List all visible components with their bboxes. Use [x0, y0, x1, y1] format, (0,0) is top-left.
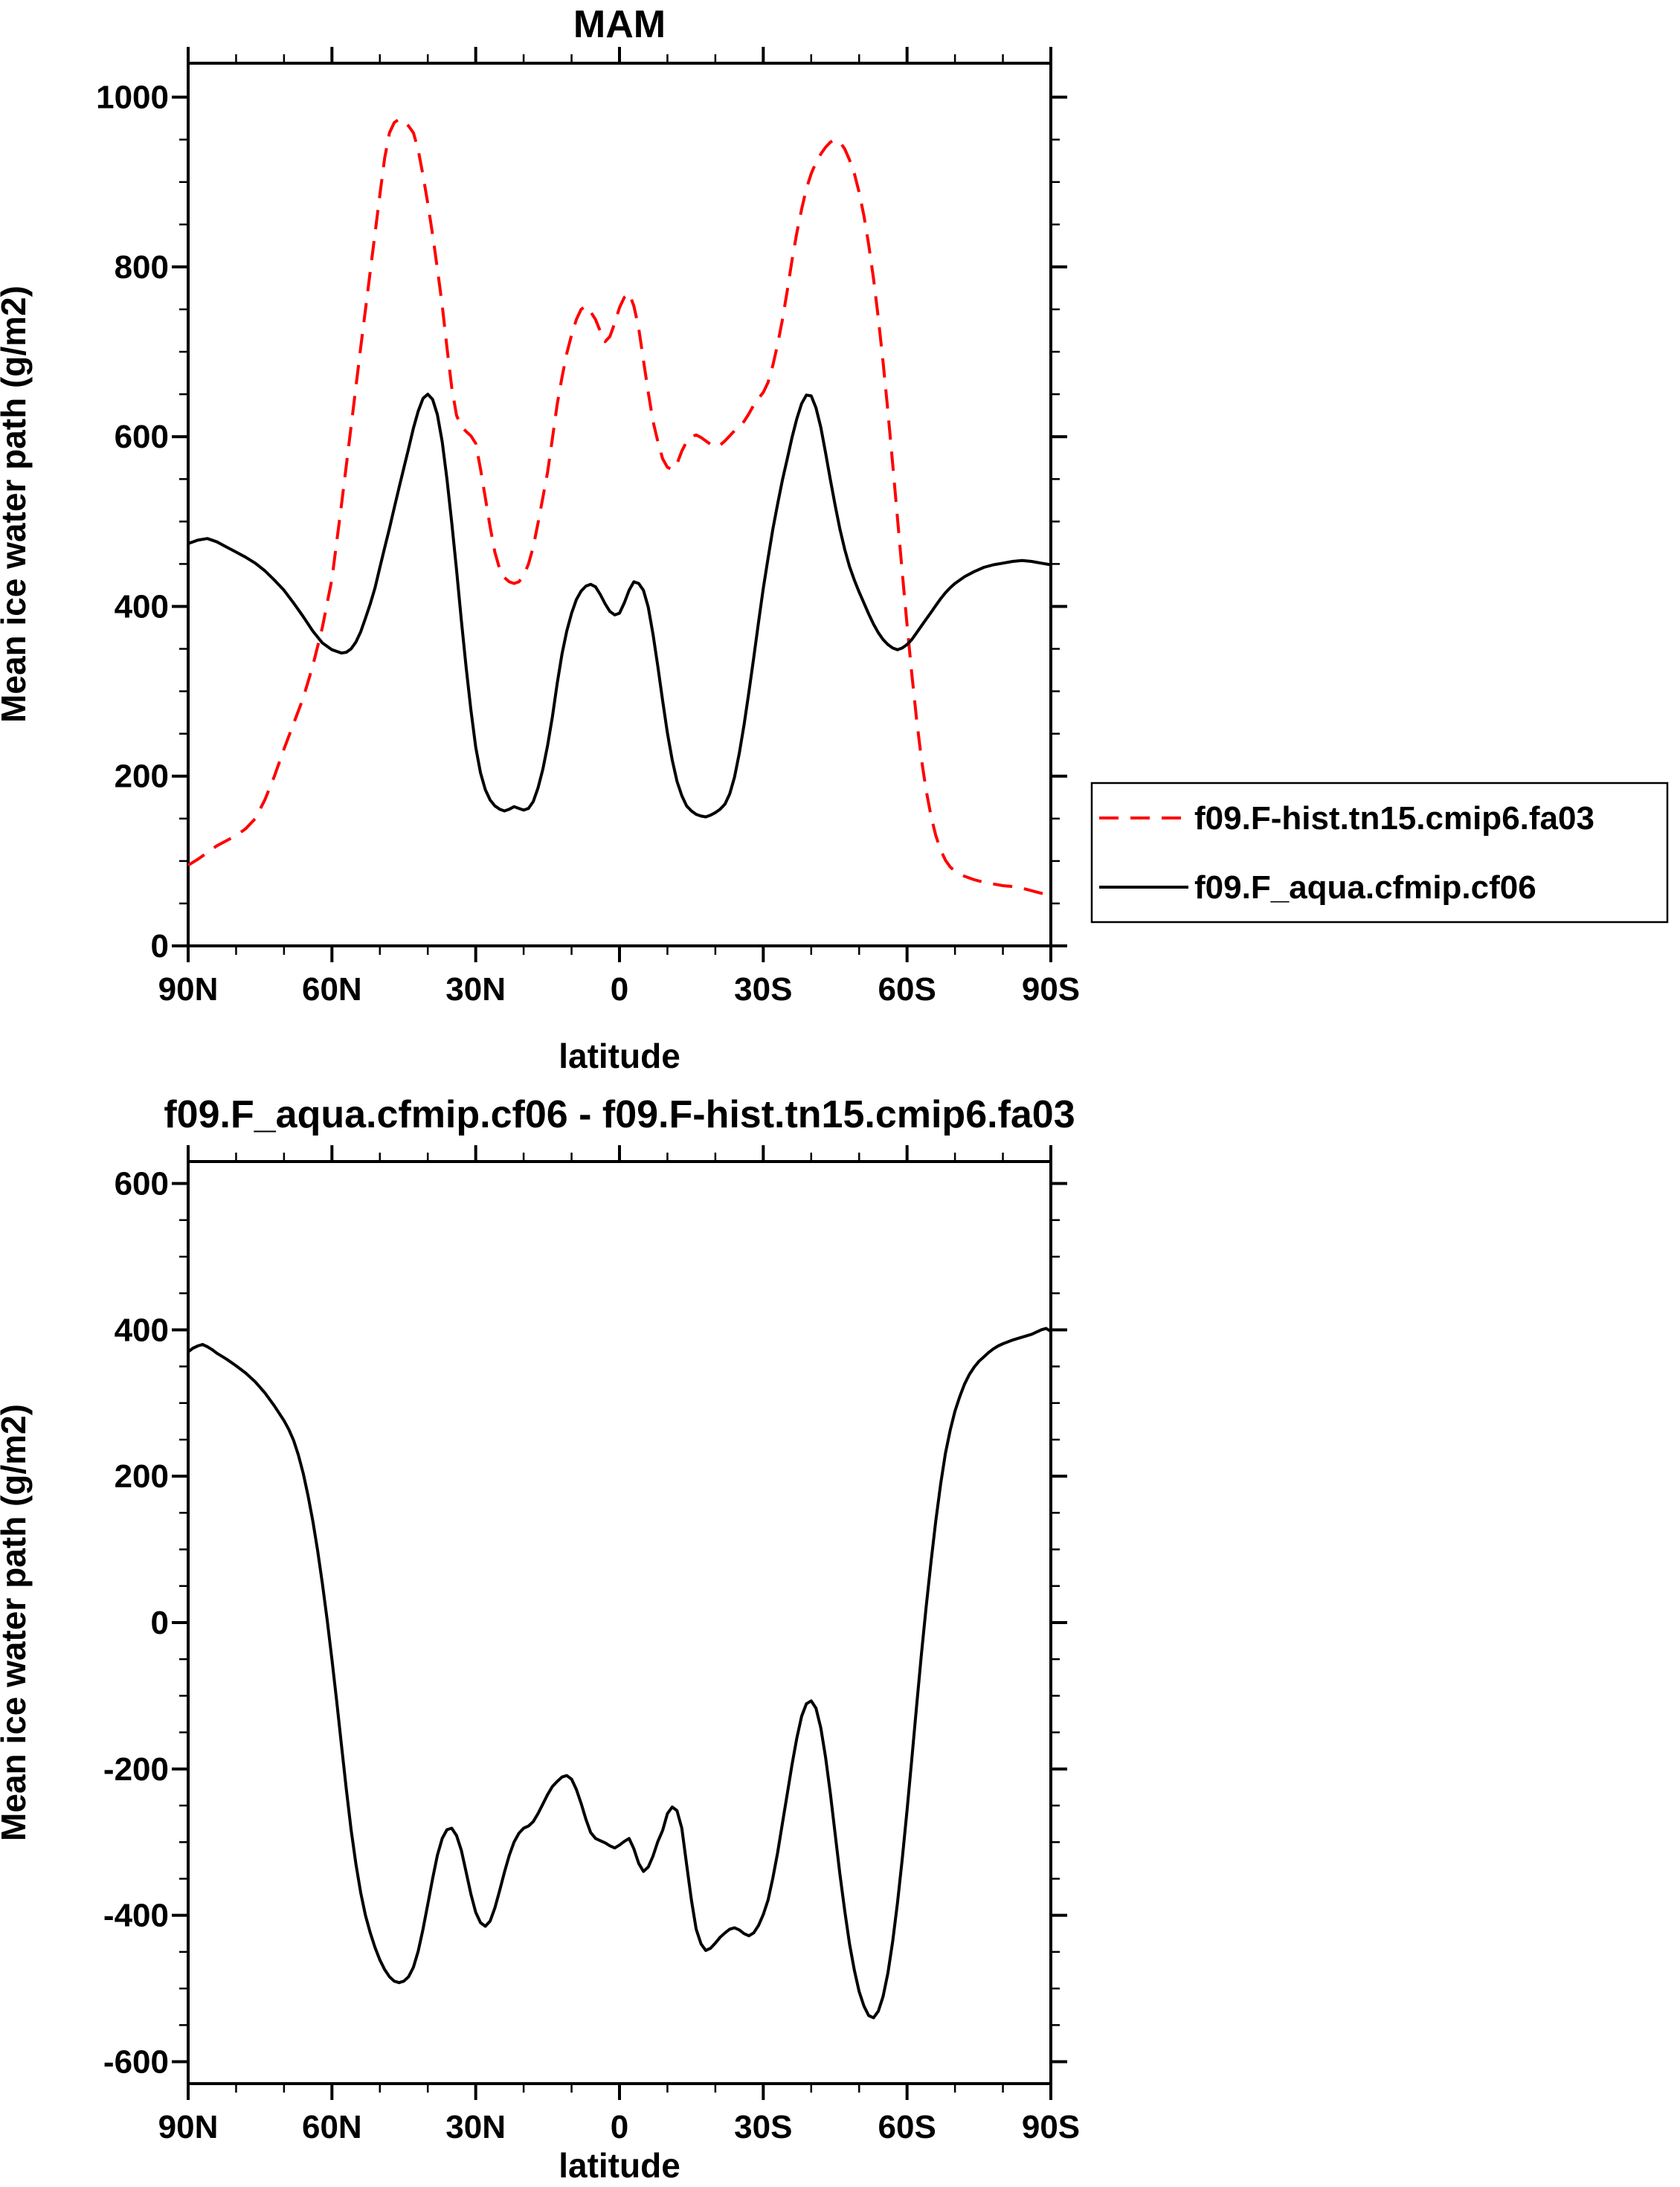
series-line [187, 393, 1052, 819]
y-tick-label: 200 [115, 1458, 169, 1495]
y-tick-label: 400 [115, 1312, 169, 1348]
x-tick-label: 30S [734, 971, 792, 1008]
chart-mam: MAM latitude Mean ice water path (g/m2) … [0, 3, 1669, 1075]
chart-title-mam: MAM [573, 3, 666, 46]
y-tick-label: 1000 [96, 80, 169, 116]
plot-area-bottom: 90N 60N 30N 0 30S 60S 90S -600 -400 -200 0 200 400 60… [103, 1145, 1080, 2145]
y-tick-label: -200 [103, 1751, 169, 1788]
y-axis-title-bottom: Mean ice water path (g/m2) [0, 1404, 33, 1841]
x-tick-label: 60N [302, 2109, 362, 2145]
legend-box [1090, 782, 1669, 924]
x-tick-label: 60N [302, 971, 362, 1008]
x-tick-label: 30S [734, 2109, 792, 2145]
x-tick-label: 0 [611, 971, 628, 1008]
x-tick-label: 60S [878, 2109, 936, 2145]
series-line [187, 1327, 1052, 2020]
legend-label-aqua: f09.F_aqua.cfmip.cf06 [1194, 869, 1536, 906]
chart-difference: f09.F_aqua.cfmip.cf06 - f09.F-hist.tn15.… [0, 1093, 1080, 2185]
y-tick-label: 600 [115, 1166, 169, 1202]
series-line [187, 117, 1052, 897]
x-tick-label: 90S [1022, 2109, 1080, 2145]
legend: f09.F-hist.tn15.cmip6.fa03 f09.F_aqua.cf… [1090, 782, 1669, 924]
plot-frame [187, 1160, 1052, 2085]
x-tick-label: 90N [158, 2109, 219, 2145]
y-axis-title-top: Mean ice water path (g/m2) [0, 286, 33, 723]
x-axis-title-top: latitude [559, 1037, 680, 1075]
y-tick-label: 400 [115, 588, 169, 625]
x-tick-label: 30N [445, 971, 506, 1008]
y-tick-label: -600 [103, 2043, 169, 2080]
legend-label-hist: f09.F-hist.tn15.cmip6.fa03 [1194, 800, 1594, 837]
x-tick-label: 30N [445, 2109, 506, 2145]
y-tick-label: 600 [115, 419, 169, 455]
x-tick-label: 0 [611, 2109, 628, 2145]
x-tick-label: 90S [1022, 971, 1080, 1008]
x-tick-label: 90N [158, 971, 219, 1008]
x-axis-title-bottom: latitude [559, 2146, 680, 2183]
y-tick-label: 800 [115, 249, 169, 286]
y-tick-label: 200 [115, 758, 169, 795]
plot-area-top: 90N 60N 30N 0 30S 60S 90S 0 200 400 600 800 1000 [96, 47, 1080, 1008]
legend-line-samples [1099, 816, 1188, 889]
y-tick-label: 0 [151, 928, 169, 964]
y-tick-label: 0 [151, 1605, 169, 1641]
chart-title-difference: f09.F_aqua.cfmip.cf06 - f09.F-hist.tn15.… [164, 1093, 1075, 1136]
plot-frame [187, 62, 1052, 947]
y-tick-label: -400 [103, 1898, 169, 1934]
x-tick-label: 60S [878, 971, 936, 1008]
